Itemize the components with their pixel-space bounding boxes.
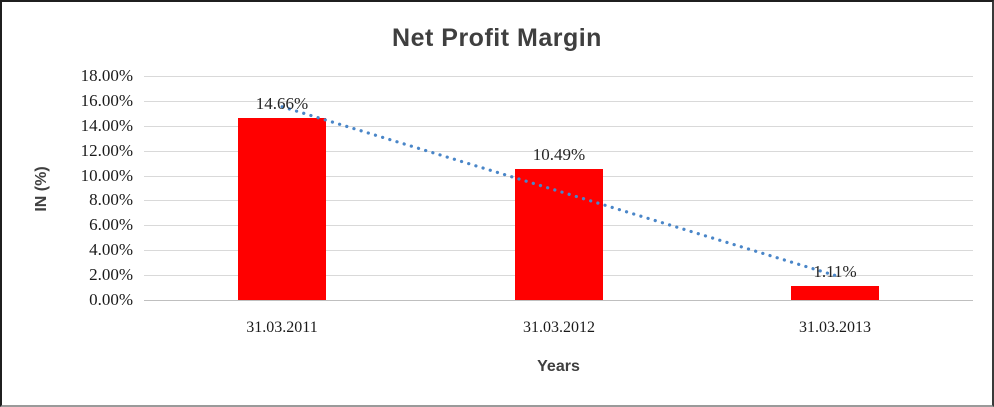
bar: [791, 286, 879, 300]
data-label: 1.11%: [813, 262, 857, 281]
x-axis-title: Years: [537, 358, 580, 375]
x-tick-label: 31.03.2012: [523, 319, 595, 336]
y-tick-label: 0.00%: [89, 290, 133, 309]
y-tick-label: 8.00%: [89, 190, 133, 209]
y-tick-label: 4.00%: [89, 240, 133, 259]
gridline: [144, 76, 973, 77]
bar: [515, 169, 603, 300]
y-tick-label: 2.00%: [89, 265, 133, 284]
x-tick-label: 31.03.2013: [799, 319, 871, 336]
y-tick-label: 12.00%: [80, 141, 133, 160]
data-label: 10.49%: [532, 145, 586, 164]
x-axis-line: [144, 300, 973, 301]
x-tick-label: 31.03.2011: [246, 319, 318, 336]
y-tick-label: 14.00%: [80, 116, 133, 135]
y-tick-label: 10.00%: [80, 166, 133, 185]
y-tick-label: 18.00%: [80, 66, 133, 85]
data-label: 14.66%: [255, 94, 309, 113]
y-tick-label: 16.00%: [80, 91, 133, 110]
chart-title: Net Profit Margin: [392, 24, 602, 52]
bar: [238, 118, 326, 300]
gridline: [144, 101, 973, 102]
y-tick-label: 6.00%: [89, 215, 133, 234]
